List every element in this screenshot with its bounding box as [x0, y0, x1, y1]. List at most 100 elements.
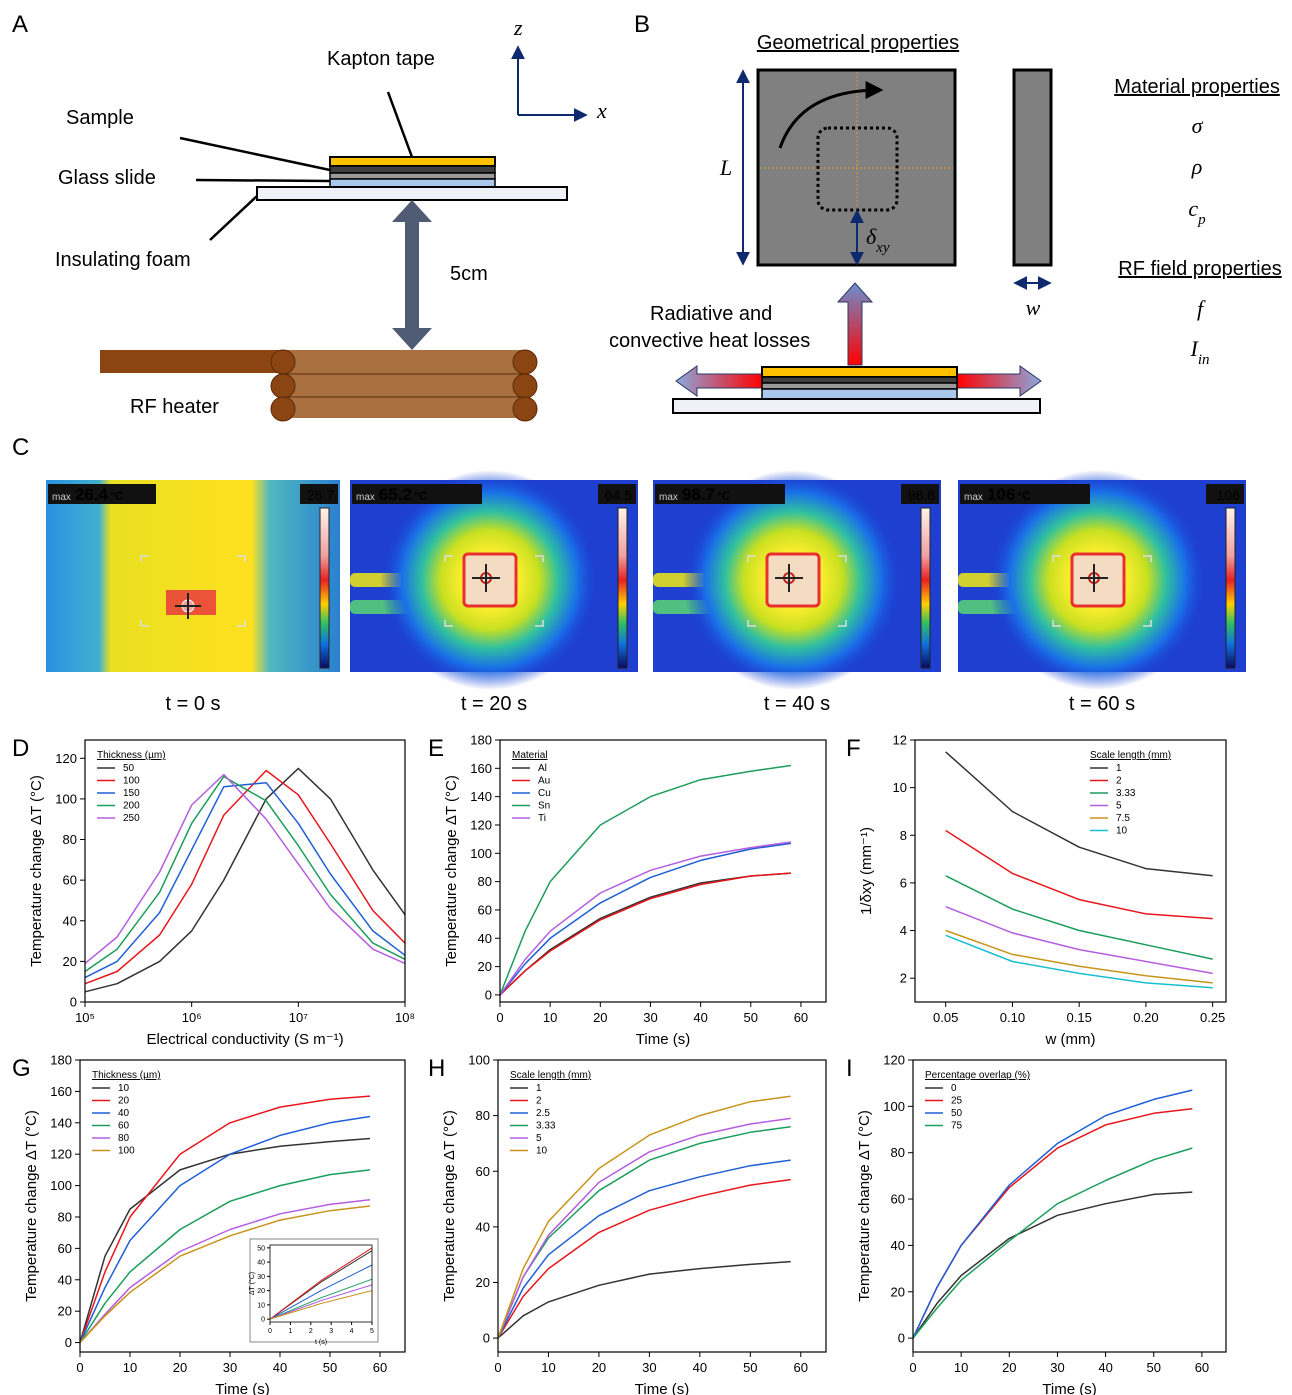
series-line	[497, 1095, 791, 1339]
x-tick-label: 30	[643, 1010, 657, 1025]
symbol: σ	[1192, 113, 1204, 138]
plot-frame	[269, 1244, 373, 1323]
roi-corners	[1052, 555, 1152, 627]
max-value: 26.4	[75, 485, 109, 504]
plot-frame	[499, 739, 827, 1003]
chart: 0 10 20 30 40 50 60 0 20 40 60 80 100 Time (s) Tempera…	[428, 1053, 827, 1395]
legend-title: Percentage overlap (%)	[925, 1070, 1030, 1081]
series-line	[269, 1264, 373, 1320]
heat-loss-arrow	[836, 282, 874, 366]
x-axis-label: w (mm)	[1045, 1031, 1096, 1048]
plot-frame	[497, 1059, 827, 1353]
y-tick-label: 20	[58, 1304, 72, 1319]
y-tick-label: 100	[883, 1099, 905, 1114]
max-reading: max 65.2 °C	[356, 485, 428, 504]
legend-label: Al	[538, 763, 547, 774]
legend-title: Scale length (mm)	[510, 1070, 591, 1081]
y-tick-label: 0	[898, 1331, 905, 1346]
series-line	[269, 1284, 373, 1320]
axis-z: z	[513, 15, 523, 40]
header-bg	[48, 484, 156, 504]
scale-max: 106	[1217, 487, 1241, 503]
legend-label: 25	[951, 1096, 963, 1107]
x-tick-label: 30	[1050, 1360, 1064, 1375]
series-line	[945, 906, 1213, 975]
series-line	[497, 1117, 791, 1339]
time-label: t = 40 s	[764, 693, 830, 715]
series-line	[499, 842, 792, 996]
x-axis-label: Time (s)	[636, 1031, 690, 1048]
x-tick-label: 60	[794, 1360, 808, 1375]
heater-coil	[283, 350, 525, 418]
series-line	[84, 773, 406, 965]
y-tick-label: 0	[483, 1331, 490, 1346]
panel-label: H	[428, 1055, 445, 1082]
x-tick-label: 20	[593, 1010, 607, 1025]
x-axis-label: Electrical conductivity (S m⁻¹)	[146, 1031, 343, 1048]
x-tick-label: 0.05	[933, 1010, 958, 1025]
legend-label: 100	[123, 776, 140, 787]
series-line	[84, 775, 406, 973]
x-tick-label: 30	[223, 1360, 237, 1375]
series-line	[499, 841, 792, 996]
x-tick-label: 40	[693, 1010, 707, 1025]
y-tick-label: 10	[893, 780, 907, 795]
series-line	[79, 1137, 371, 1343]
y-tick-label: 100	[470, 846, 492, 861]
y-tick-label: 20	[476, 1275, 490, 1290]
heading: RF field properties	[1118, 258, 1281, 280]
header-bg	[352, 484, 482, 504]
label: Glass slide	[58, 167, 156, 189]
panel-label: E	[428, 735, 444, 762]
diagram-a: A z x Kapton tape Sample Glass slide Ins…	[12, 11, 607, 422]
series-line	[79, 1198, 371, 1344]
x-tick-label: 60	[373, 1360, 387, 1375]
legend-label: Ti	[538, 813, 546, 824]
axis-x: x	[596, 98, 607, 123]
y-tick-label: 20	[63, 954, 77, 969]
max-unit: °C	[1017, 489, 1031, 503]
y-tick-label: 120	[55, 751, 77, 766]
y-tick-label: 0	[65, 1335, 72, 1350]
scale-max: 64.5	[605, 487, 632, 503]
legend-label: 5	[536, 1133, 542, 1144]
heading: Material properties	[1114, 76, 1280, 98]
y-axis-label: Temperature change ΔT (°C)	[28, 775, 45, 967]
plot-frame	[912, 1059, 1227, 1353]
legend-label: 100	[118, 1146, 135, 1157]
y-tick-label: 4	[900, 923, 907, 938]
y-axis-label: 1/δxy (mm⁻¹)	[858, 827, 875, 915]
series-line	[79, 1095, 371, 1343]
legend-label: 10	[536, 1146, 548, 1157]
y-tick-label: 20	[891, 1284, 905, 1299]
thermal-image: max 65.2 °C 64.5	[350, 470, 638, 690]
foam-layer	[672, 398, 1041, 414]
legend-label: 80	[118, 1133, 130, 1144]
current-arrow	[778, 81, 884, 149]
x-tick-label: 40	[693, 1360, 707, 1375]
series-line	[945, 929, 1213, 984]
y-tick-label: 120	[470, 818, 492, 833]
max-reading: max 106 °C	[964, 485, 1031, 504]
glass-layer	[329, 178, 496, 188]
max-unit: °C	[110, 489, 124, 503]
heat-loss-arrow	[956, 365, 1042, 397]
max-label: max	[356, 492, 375, 503]
x-tick-label: 20	[1002, 1360, 1016, 1375]
inset-bg	[249, 1238, 379, 1343]
x-tick-label: 10⁵	[75, 1010, 95, 1025]
y-tick-label: 80	[63, 832, 77, 847]
legend-label: 50	[123, 763, 135, 774]
time-label: t = 60 s	[1069, 693, 1135, 715]
scale-bg	[300, 484, 338, 504]
x-tick-label: 0	[268, 1328, 272, 1335]
legend-label: 150	[123, 788, 140, 799]
series-line	[912, 1147, 1193, 1339]
coil-lines	[283, 373, 525, 398]
legend-label: Sn	[538, 801, 550, 812]
x-tick-label: 0.10	[1000, 1010, 1025, 1025]
label: 5cm	[450, 263, 488, 285]
symbol: L	[719, 155, 732, 180]
kapton-layer	[761, 366, 958, 378]
y-axis-label: Temperature change ΔT (°C)	[443, 775, 460, 967]
